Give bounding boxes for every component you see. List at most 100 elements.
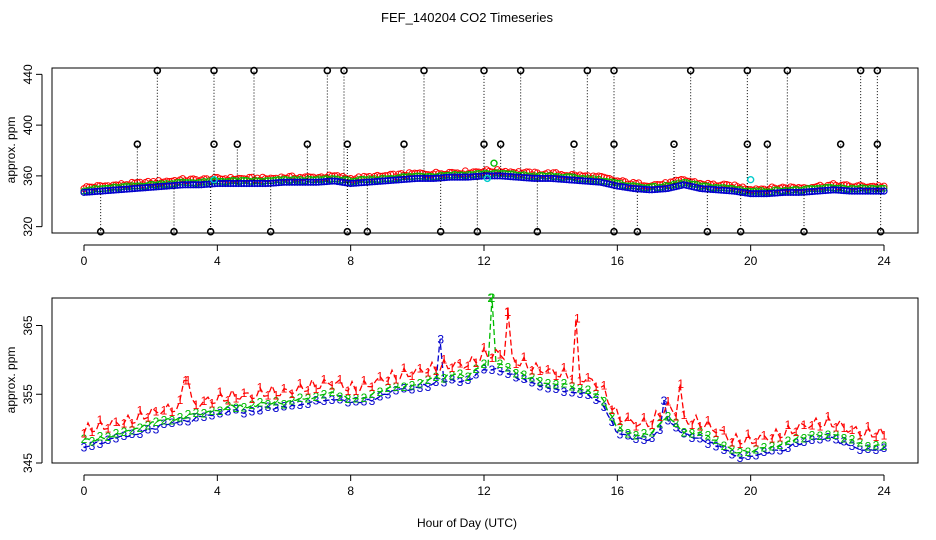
series3-point	[139, 184, 147, 192]
series3-point	[715, 186, 723, 194]
series-1-marker: 1	[273, 389, 280, 403]
series3-point	[528, 174, 536, 182]
series-1-marker: 1	[657, 410, 664, 424]
series-2-marker: 2	[305, 391, 312, 405]
series3-point	[837, 186, 845, 195]
series-3-marker: 3	[177, 414, 184, 428]
series3-point	[643, 185, 651, 194]
series-2-marker: 2	[665, 409, 672, 423]
series3-point	[301, 178, 309, 186]
y-tick-label: 440	[21, 64, 35, 84]
outlier-point	[686, 66, 695, 75]
series-2-marker: 2	[81, 432, 88, 446]
series-2-marker: 2	[809, 429, 816, 443]
outlier-point	[400, 140, 408, 148]
series3-point	[173, 181, 181, 189]
series3-point	[109, 186, 117, 194]
series-1-marker: 1	[249, 392, 256, 406]
series-2-marker: 2	[641, 427, 648, 441]
series-3-marker: 3	[729, 447, 736, 461]
series-1-marker: 1	[305, 384, 312, 398]
series-3-marker: 3	[457, 375, 464, 389]
series-1-marker: 1	[121, 417, 128, 431]
series3-point	[587, 177, 595, 186]
y-tick-label: 345	[21, 453, 35, 473]
x-tick-label: 24	[877, 254, 891, 268]
series-2-marker: 2	[881, 439, 888, 453]
outlier-point	[480, 140, 488, 148]
series3-point	[219, 179, 227, 188]
series-3-marker: 3	[553, 382, 560, 396]
y-tick-label: 320	[21, 216, 35, 236]
series3-point	[877, 187, 885, 195]
series-1-marker: 1	[473, 356, 480, 370]
series-3-marker: 3	[761, 445, 768, 459]
series-1-marker: 1	[737, 437, 744, 451]
spike-marker: 1	[182, 374, 189, 388]
series3-point	[579, 177, 587, 185]
x-tick-label: 20	[744, 484, 758, 498]
series3-point	[581, 177, 589, 185]
series-2-marker: 2	[737, 445, 744, 459]
series-2-marker: 2	[265, 397, 272, 411]
series3-point	[320, 178, 328, 186]
series-2-marker: 2	[529, 370, 536, 384]
series-2-marker: 2	[609, 409, 616, 423]
series-3-marker: 3	[577, 387, 584, 401]
series3-point	[627, 184, 635, 192]
outlier-point	[473, 227, 482, 236]
series3-point	[840, 187, 848, 195]
series3-point	[259, 179, 267, 188]
series-2-marker: 2	[129, 423, 136, 437]
series3-point	[843, 187, 851, 195]
series3-point	[381, 177, 389, 185]
series3-point	[757, 190, 765, 198]
series-1-marker: 1	[393, 372, 400, 386]
outlier-point	[96, 227, 105, 236]
series-3-marker: 3	[777, 444, 784, 458]
outlier-point	[153, 66, 162, 75]
series3-point	[296, 178, 304, 186]
series3-point	[144, 183, 152, 192]
series-2-marker: 2	[433, 370, 440, 384]
series3-point	[120, 185, 128, 193]
series-1-marker: 1	[633, 420, 640, 434]
series3-point	[829, 186, 837, 194]
x-tick-label: 0	[81, 254, 88, 268]
series3-point	[459, 173, 467, 181]
x-tick-label: 4	[214, 484, 221, 498]
series-3-marker: 3	[89, 439, 96, 453]
series-1-marker: 1	[409, 369, 416, 383]
series-3-marker: 3	[193, 410, 200, 424]
series3-point	[864, 187, 872, 195]
series3-point	[211, 180, 219, 188]
series-1-marker: 1	[793, 425, 800, 439]
outlier-point	[233, 140, 242, 148]
series3-point	[344, 179, 352, 187]
series3-point	[317, 178, 325, 186]
outlier-point	[633, 227, 642, 236]
series3-point	[363, 178, 371, 186]
series-2-marker: 2	[137, 421, 144, 435]
series3-point	[315, 178, 323, 186]
series3-point	[160, 182, 168, 190]
series3-point	[725, 187, 733, 195]
series-3-marker: 3	[609, 415, 616, 429]
series3-point	[763, 190, 771, 198]
series3-point	[811, 187, 819, 195]
series-1-marker: 1	[673, 410, 680, 424]
series-2-marker: 2	[601, 394, 608, 408]
series3-point	[515, 173, 523, 181]
series3-point	[112, 186, 120, 194]
series-3-marker: 3	[377, 389, 384, 403]
spike-marker: 1	[677, 377, 684, 391]
series-1-marker: 1	[361, 373, 368, 387]
series-3-marker: 3	[505, 367, 512, 381]
series3-point	[635, 185, 643, 193]
series-3-marker: 3	[513, 371, 520, 385]
x-tick-label: 4	[214, 254, 221, 268]
series-1-marker: 1	[265, 389, 272, 403]
top-panel: 0 4 8 12 16 20 24 320 360 400 440 approx. ppm	[4, 64, 919, 268]
series3-point	[171, 181, 179, 190]
